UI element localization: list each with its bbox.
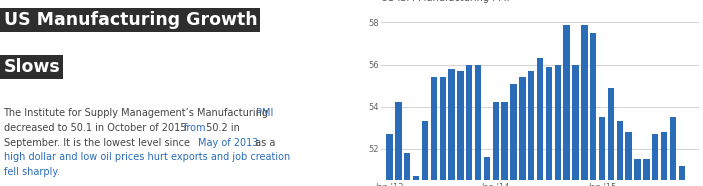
Bar (626, 132, 632, 180)
Bar (634, 159, 640, 180)
Bar (387, 134, 393, 180)
Text: from: from (183, 123, 206, 133)
Bar (608, 88, 614, 180)
Text: September. It is the lowest level since: September. It is the lowest level since (4, 138, 193, 147)
Text: as a: as a (252, 138, 275, 147)
Bar (546, 67, 552, 180)
Text: high dollar and low oil prices hurt exports and job creation: high dollar and low oil prices hurt expo… (4, 153, 290, 162)
Text: PMI: PMI (257, 108, 273, 118)
Text: decreased to 50.1 in October of 2015: decreased to 50.1 in October of 2015 (4, 123, 189, 133)
Bar (404, 153, 411, 180)
Text: 50.2 in: 50.2 in (203, 123, 240, 133)
Bar (422, 121, 428, 180)
Bar (555, 65, 561, 180)
Bar (643, 159, 650, 180)
Text: fell sharply.: fell sharply. (4, 167, 59, 177)
Bar (493, 102, 499, 180)
Bar (661, 132, 667, 180)
Bar (501, 102, 508, 180)
Bar (484, 157, 490, 180)
Bar (466, 65, 472, 180)
Bar (564, 25, 570, 180)
Text: May of 2013: May of 2013 (198, 138, 259, 147)
Bar (617, 121, 623, 180)
Bar (457, 71, 463, 180)
Text: US Manufacturing Growth: US Manufacturing Growth (4, 11, 257, 29)
Bar (439, 77, 446, 180)
Bar (678, 166, 685, 180)
Bar (528, 71, 534, 180)
Bar (572, 65, 579, 180)
Text: The Institute for Supply Management’s Manufacturing: The Institute for Supply Management’s Ma… (4, 108, 271, 118)
Bar (395, 102, 401, 180)
Bar (590, 33, 596, 180)
Bar (652, 134, 659, 180)
Bar (520, 77, 526, 180)
Bar (475, 65, 482, 180)
Bar (688, 180, 694, 186)
Bar (670, 117, 676, 180)
Bar (537, 58, 543, 180)
Bar (599, 117, 605, 180)
Text: US ISM Manufacturing PMI: US ISM Manufacturing PMI (381, 0, 509, 3)
Text: Slows: Slows (4, 58, 60, 76)
Bar (510, 84, 517, 180)
Bar (581, 25, 588, 180)
Bar (413, 176, 419, 180)
Bar (449, 69, 455, 180)
Bar (431, 77, 437, 180)
